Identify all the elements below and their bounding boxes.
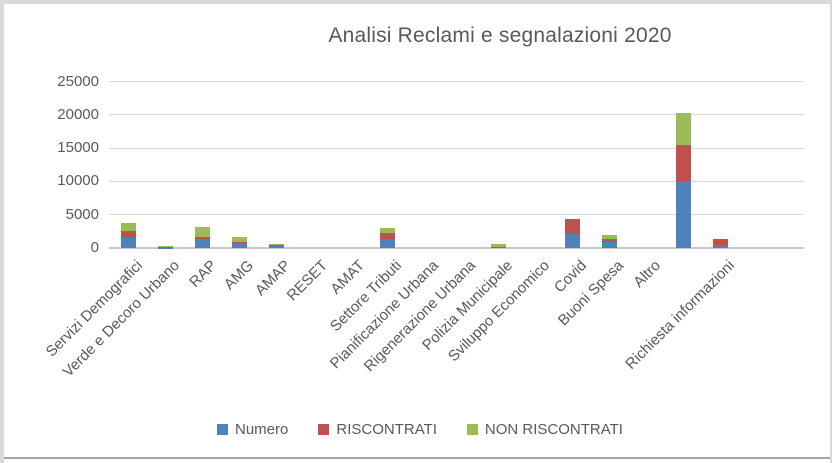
bar-segment-numero [601, 242, 617, 248]
bar-segment-numero [712, 244, 728, 248]
bar-segment-non-riscontrati [157, 246, 173, 248]
bar-segment-non-riscontrati [268, 244, 284, 246]
legend-item-numero: Numero [217, 421, 288, 438]
legend-label: NON RISCONTRATI [484, 421, 623, 438]
bar-segment-non-riscontrati [231, 237, 247, 243]
bar-segment-riscontrati [601, 239, 617, 242]
bar-segment-riscontrati [675, 144, 691, 182]
bar-segment-non-riscontrati [120, 223, 136, 231]
legend-swatch-icon [466, 424, 478, 435]
bar-segment-numero [268, 246, 284, 248]
gridline [109, 147, 804, 149]
bar-segment-numero [379, 238, 395, 248]
legend: Numero RISCONTRATI NON RISCONTRATI [4, 421, 830, 438]
bar-segment-numero [231, 243, 247, 248]
legend-swatch-icon [318, 424, 330, 435]
bar-segment-numero [120, 238, 136, 248]
y-tick-label: 0 [90, 239, 99, 256]
bar-segment-riscontrati [231, 242, 247, 244]
bar-segment-non-riscontrati [675, 112, 691, 145]
bar-segment-non-riscontrati [379, 227, 395, 233]
y-tick-label: 25000 [57, 72, 99, 90]
bar-segment-non-riscontrati [194, 227, 210, 237]
gridline [109, 81, 804, 82]
bar-segment-numero [675, 181, 691, 248]
bar-segment-riscontrati [194, 236, 210, 239]
y-tick-label: 5000 [65, 205, 99, 223]
bar-segment-riscontrati [268, 245, 284, 246]
bar-segment-numero [490, 247, 506, 248]
gridline [109, 214, 804, 216]
x-axis-line [109, 247, 804, 249]
frame-bottom-edge [4, 457, 830, 459]
legend-item-non-riscontrati: NON RISCONTRATI [466, 421, 623, 438]
legend-label: Numero [235, 421, 289, 438]
gridline [109, 180, 804, 182]
bar-segment-non-riscontrati [601, 234, 617, 240]
bar-segment-non-riscontrati [490, 244, 506, 247]
legend-item-riscontrati: RISCONTRATI [318, 421, 437, 438]
chart-title: Analisi Reclami e segnalazioni 2020 [328, 24, 672, 47]
gridline [109, 114, 804, 116]
bar-segment-riscontrati [120, 231, 136, 238]
bar-segment-riscontrati [379, 232, 395, 239]
y-tick-label: 20000 [57, 105, 99, 123]
bar-segment-numero [194, 239, 210, 248]
legend-label: RISCONTRATI [336, 421, 437, 438]
bar-segment-riscontrati [712, 238, 728, 245]
bar-segment-numero [564, 234, 580, 248]
y-tick-label: 10000 [57, 172, 99, 190]
y-tick-label: 15000 [57, 139, 99, 157]
legend-swatch-icon [217, 424, 228, 435]
bar-segment-riscontrati [564, 218, 580, 234]
